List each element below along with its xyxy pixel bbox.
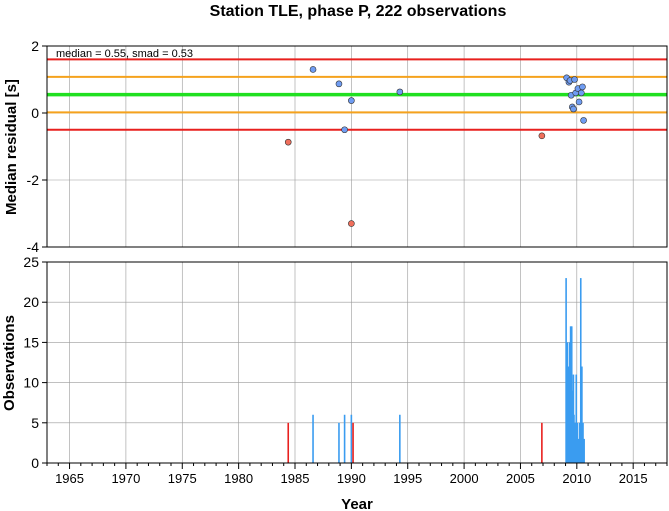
residual-points xyxy=(284,66,587,227)
x-tick-label: 2000 xyxy=(450,471,479,486)
residual-point xyxy=(335,80,343,88)
residual-y-tick-label: 0 xyxy=(31,105,39,121)
residual-point xyxy=(341,126,348,134)
observation-bar xyxy=(565,278,567,463)
residual-point xyxy=(538,132,546,140)
observations-y-tick-label: 15 xyxy=(23,334,39,350)
x-tick-label: 1990 xyxy=(337,471,366,486)
observation-bar xyxy=(575,374,578,463)
x-tick-label: 1975 xyxy=(168,471,197,486)
observation-bar xyxy=(343,414,346,463)
observation-bar xyxy=(582,422,584,463)
residual-point xyxy=(570,105,577,113)
residual-point xyxy=(348,97,355,104)
observation-bar xyxy=(566,342,569,463)
observation-bar xyxy=(568,342,571,463)
observation-bar xyxy=(399,414,401,463)
observation-bar xyxy=(583,438,585,463)
observation-bar xyxy=(312,414,314,463)
observations-y-tick-label: 0 xyxy=(31,455,39,471)
residual-point xyxy=(571,76,578,83)
observation-bar xyxy=(577,438,580,463)
observations-y-tick-label: 20 xyxy=(23,294,39,310)
observation-bar xyxy=(574,422,576,463)
observation-bar xyxy=(579,278,582,463)
observation-bar xyxy=(571,390,574,463)
observations-y-ticks: 0 5 10 15 20 25 xyxy=(23,254,47,471)
observation-bar xyxy=(338,422,340,463)
x-tick-label: 2015 xyxy=(619,471,648,486)
observation-bar xyxy=(576,422,579,463)
chart-title: Station TLE, phase P, 222 observations xyxy=(210,3,507,20)
observations-frame xyxy=(46,261,668,464)
observations-panel: 0 5 10 15 20 25 1965 1970 1975 1980 1985 1990 1995 2… xyxy=(1,254,668,511)
x-tick-label: 1995 xyxy=(393,471,422,486)
observation-bar xyxy=(573,414,575,463)
residual-point xyxy=(284,138,292,146)
residual-point xyxy=(575,98,583,106)
stats-annotation: median = 0.55, smad = 0.53 xyxy=(56,48,193,60)
x-tick-label: 1965 xyxy=(55,471,84,486)
observations-y-tick-label: 25 xyxy=(23,254,39,270)
observations-y-label: Observations xyxy=(1,315,18,411)
x-tick-label: 1985 xyxy=(281,471,310,486)
observations-y-tick-label: 10 xyxy=(23,375,39,391)
residual-point xyxy=(578,89,585,97)
observation-bar xyxy=(541,422,543,463)
observation-bar xyxy=(567,366,570,463)
observation-bars xyxy=(287,278,585,463)
residual-point xyxy=(309,66,317,73)
x-tick-label: 2005 xyxy=(506,471,535,486)
residual-panel: -4 -2 0 2 median = 0.55, smad = 0.53 Median… xyxy=(3,38,668,255)
observation-bar xyxy=(352,422,354,463)
residual-point xyxy=(396,88,404,96)
residual-y-label: Median residual [s] xyxy=(3,79,20,215)
x-axis-label: Year xyxy=(341,496,373,511)
residual-point xyxy=(579,83,586,91)
residual-y-tick-label: -2 xyxy=(27,172,40,188)
residual-y-tick-label: -4 xyxy=(27,239,40,255)
observation-bar xyxy=(581,366,583,463)
residual-y-ticks: -4 -2 0 2 xyxy=(27,38,47,255)
observation-bar xyxy=(350,414,353,463)
observation-bar xyxy=(569,326,572,463)
observation-bar xyxy=(287,422,290,463)
observations-y-tick-label: 5 xyxy=(31,415,39,431)
x-ticks: 1965 1970 1975 1980 1985 1990 1995 2000 2005 2010… xyxy=(46,463,668,486)
x-tick-label: 1970 xyxy=(111,471,140,486)
residual-point xyxy=(580,117,587,124)
residual-y-tick-label: 2 xyxy=(31,38,39,54)
x-tick-label: 1980 xyxy=(224,471,253,486)
residual-point xyxy=(348,220,355,227)
residual-frame xyxy=(46,45,668,248)
observation-bar xyxy=(578,422,581,463)
x-tick-label: 2010 xyxy=(562,471,591,486)
